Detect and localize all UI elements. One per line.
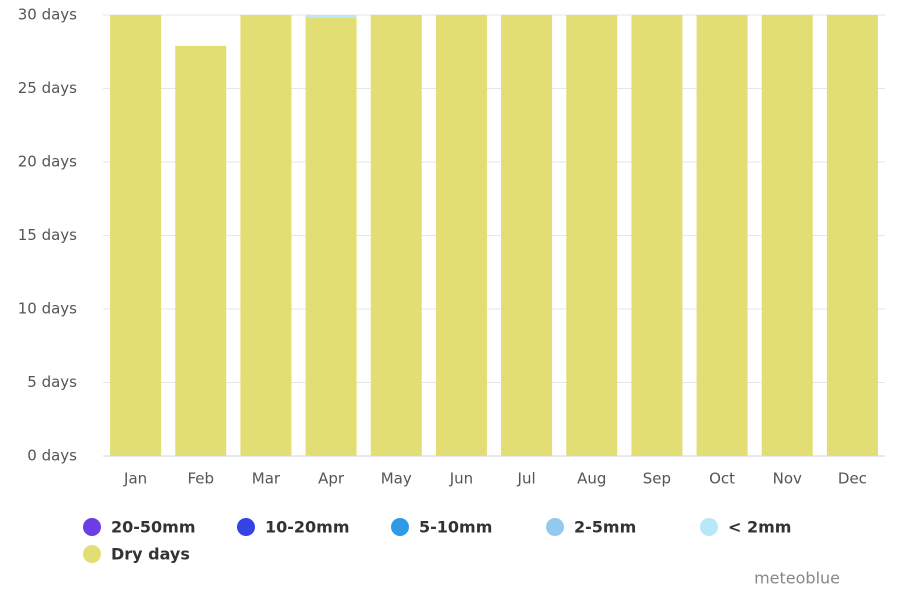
y-tick-label: 25 days [18, 79, 77, 97]
x-tick-label: Sep [643, 470, 671, 488]
x-tick-label: Jun [449, 470, 473, 488]
y-tick-label: 30 days [18, 6, 77, 24]
x-tick-label: Oct [709, 470, 735, 488]
bar-segment [305, 17, 357, 456]
x-tick-label: Nov [773, 470, 802, 488]
x-tick-label: Jul [517, 470, 536, 488]
y-tick-label: 15 days [18, 226, 77, 244]
legend-marker [237, 518, 255, 536]
credit: meteoblue [754, 569, 840, 588]
x-tick-label: May [381, 470, 412, 488]
x-tick-label: Feb [187, 470, 214, 488]
bar-segment [370, 15, 422, 456]
x-tick-label: Dec [838, 470, 867, 488]
legend-marker [83, 518, 101, 536]
bar-segment [501, 15, 553, 456]
y-tick-label: 20 days [18, 153, 77, 171]
bar-segment [435, 15, 487, 456]
y-tick-label: 0 days [27, 447, 77, 465]
bar-segment [305, 15, 357, 18]
legend-marker [83, 545, 101, 563]
legend-marker [546, 518, 564, 536]
legend-marker [700, 518, 718, 536]
legend-marker [391, 518, 409, 536]
x-tick-label: Mar [252, 470, 281, 488]
x-tick-label: Aug [577, 470, 606, 488]
y-tick-label: 10 days [18, 300, 77, 318]
legend-label: < 2mm [728, 518, 791, 537]
y-tick-label: 5 days [27, 373, 77, 391]
legend-label: 5-10mm [419, 518, 492, 537]
legend-label: 10-20mm [265, 518, 350, 537]
x-tick-label: Apr [318, 470, 345, 488]
legend-label: 2-5mm [574, 518, 636, 537]
bar-segment [110, 15, 162, 456]
bar-segment [696, 15, 748, 456]
bar-segment [240, 15, 292, 456]
bar-segment [761, 15, 813, 456]
bar-segment [631, 15, 683, 456]
bar-segment [175, 45, 227, 457]
legend-label: 20-50mm [111, 518, 196, 537]
x-tick-label: Jan [123, 470, 147, 488]
legend-label: Dry days [111, 545, 190, 564]
bar-segment [826, 15, 878, 456]
bar-segment [566, 15, 618, 456]
